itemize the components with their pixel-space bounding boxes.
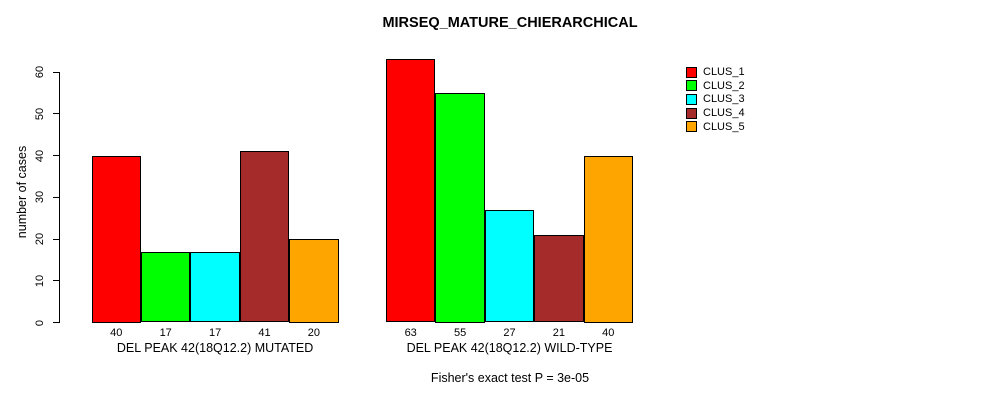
y-axis-tick bbox=[52, 196, 59, 198]
bar-group1-clus_4 bbox=[239, 151, 290, 323]
y-axis-tick bbox=[52, 322, 59, 323]
fisher-test-footnote: Fisher's exact test P = 3e-05 bbox=[430, 371, 590, 385]
group-axis-label: DEL PEAK 42(18Q12.2) WILD-TYPE bbox=[406, 340, 613, 355]
bar-group1-clus_2 bbox=[141, 251, 191, 323]
y-axis-tick-label: 50 bbox=[34, 107, 46, 120]
y-axis-line bbox=[58, 71, 60, 323]
y-axis-tick-label: 0 bbox=[34, 319, 46, 326]
bar-value-label: 17 bbox=[159, 326, 172, 339]
legend-label: CLUS_4 bbox=[703, 107, 745, 120]
bar-group1-clus_1 bbox=[91, 155, 141, 323]
bar-value-label: 55 bbox=[453, 326, 467, 339]
bar-group2-clus_1 bbox=[386, 59, 436, 323]
bar-group2-clus_2 bbox=[435, 92, 485, 323]
legend-swatch-clus_3 bbox=[685, 93, 697, 105]
legend-label: CLUS_2 bbox=[703, 79, 745, 92]
y-axis-tick-label: 10 bbox=[34, 274, 46, 287]
legend-swatch-clus_1 bbox=[685, 66, 697, 78]
y-axis-tick bbox=[52, 71, 59, 73]
y-axis-tick-label: 20 bbox=[34, 232, 46, 246]
legend-label: CLUS_3 bbox=[703, 93, 745, 106]
bar-value-label: 63 bbox=[404, 326, 417, 339]
bar-group2-clus_4 bbox=[534, 234, 584, 323]
y-axis-tick-label: 60 bbox=[34, 65, 46, 79]
bar-group2-clus_3 bbox=[484, 209, 535, 323]
y-axis-tick-label: 40 bbox=[34, 149, 46, 162]
bar-value-label: 41 bbox=[258, 326, 271, 339]
y-axis-tick bbox=[52, 155, 59, 156]
bar-value-label: 21 bbox=[552, 326, 566, 339]
chart-title: MIRSEQ_MATURE_CHIERARCHICAL bbox=[382, 15, 638, 31]
bar-value-label: 27 bbox=[503, 326, 516, 339]
bar-group2-clus_5 bbox=[583, 155, 633, 323]
group-axis-label: DEL PEAK 42(18Q12.2) MUTATED bbox=[116, 340, 314, 355]
bar-group1-clus_3 bbox=[190, 251, 240, 323]
legend-label: CLUS_1 bbox=[703, 66, 745, 78]
legend-swatch-clus_5 bbox=[685, 121, 697, 133]
y-axis-tick bbox=[52, 280, 59, 282]
y-axis-tick-label: 30 bbox=[34, 191, 46, 204]
bar-value-label: 17 bbox=[208, 326, 222, 339]
bar-value-label: 20 bbox=[307, 326, 321, 339]
bar-group1-clus_5 bbox=[289, 239, 339, 323]
legend-label: CLUS_5 bbox=[703, 120, 745, 133]
y-axis-tick bbox=[52, 238, 59, 240]
bar-value-label: 40 bbox=[110, 326, 123, 339]
legend-swatch-clus_4 bbox=[685, 107, 697, 119]
bar-value-label: 40 bbox=[602, 326, 615, 339]
y-axis-tick bbox=[52, 113, 59, 115]
y-axis-label: number of cases bbox=[15, 145, 29, 239]
legend-swatch-clus_2 bbox=[685, 80, 697, 92]
